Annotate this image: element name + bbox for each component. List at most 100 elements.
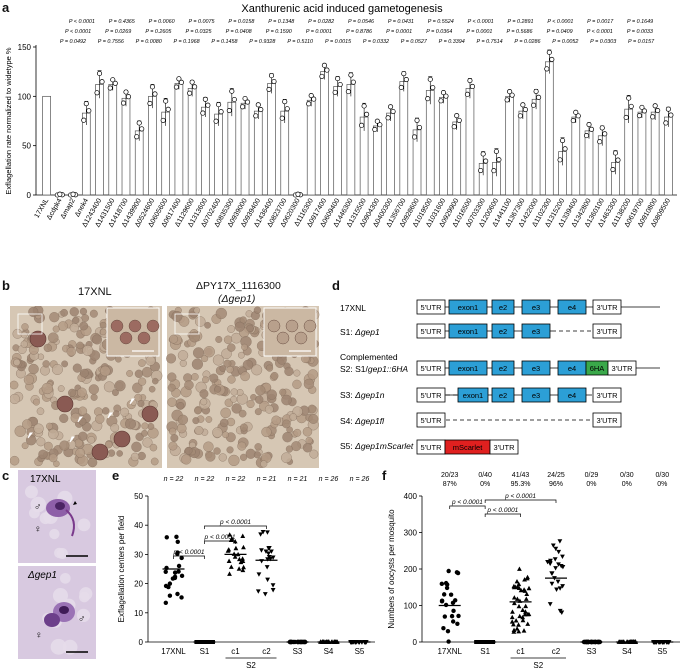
red-blood-cell	[293, 369, 301, 377]
red-blood-cell	[59, 413, 69, 423]
red-blood-cell	[226, 446, 234, 454]
p-value-label: P = 0.1968	[174, 39, 200, 45]
red-blood-cell	[228, 454, 240, 466]
x-tick-label: c1	[516, 647, 525, 656]
red-blood-cell	[176, 423, 187, 434]
arrowhead-marker	[69, 436, 76, 443]
p-value-label: P < 0.0001	[69, 19, 95, 25]
construct-label: 17XNL	[340, 303, 366, 313]
red-blood-cell	[69, 323, 79, 333]
data-point	[556, 562, 561, 567]
data-point	[238, 559, 244, 565]
data-point	[110, 77, 116, 83]
utr-label: 3'UTR	[596, 303, 618, 312]
data-point	[372, 126, 378, 133]
red-blood-cell	[89, 309, 98, 318]
data-point	[446, 639, 451, 644]
p-value-label: P = 0.0158	[228, 19, 254, 25]
data-point	[524, 576, 530, 581]
red-blood-cell	[231, 332, 242, 344]
x-tick-label: S3	[587, 647, 597, 656]
data-point	[511, 629, 517, 634]
red-blood-cell	[72, 363, 82, 373]
data-point	[531, 102, 537, 108]
inset-cell	[267, 319, 281, 333]
infection-count-label: 20/23	[441, 472, 459, 479]
data-point	[258, 532, 264, 537]
y-tick-label: 20	[134, 580, 143, 589]
y-tick-label: 400	[404, 492, 418, 501]
data-point	[152, 91, 158, 97]
p-value-label: P = 0.1649	[627, 19, 653, 25]
red-blood-cell	[28, 306, 39, 318]
female-symbol-icon: ♀	[34, 524, 42, 535]
red-blood-cell	[266, 364, 274, 372]
red-blood-cell	[72, 316, 80, 324]
exon-box	[557, 299, 587, 315]
red-blood-cell	[260, 460, 268, 468]
data-point	[265, 577, 271, 583]
red-blood-cell	[36, 437, 46, 447]
data-point	[227, 532, 233, 537]
p-value-label: P = 0.0017	[587, 19, 614, 25]
data-point	[586, 122, 592, 128]
y-tick-label: 0	[27, 191, 32, 200]
data-point	[337, 81, 343, 88]
p-value-label: P = 0.0286	[514, 39, 540, 45]
flagellum	[65, 509, 75, 537]
red-blood-cell	[205, 416, 213, 423]
y-tick-label: 200	[404, 565, 418, 574]
red-blood-cell	[132, 382, 143, 393]
data-point	[57, 191, 63, 197]
red-blood-cell	[43, 441, 53, 451]
data-point	[454, 570, 460, 575]
red-blood-cell	[213, 447, 221, 455]
n-label: n = 26	[350, 476, 370, 483]
red-blood-cell	[203, 346, 215, 358]
x-tick-label: S1	[480, 647, 490, 656]
data-point	[175, 550, 180, 555]
p-value-label: P = 0.5524	[428, 19, 454, 25]
data-point	[536, 94, 542, 100]
exon-box	[448, 323, 488, 339]
group-label: S2	[246, 661, 256, 670]
red-blood-cell	[41, 382, 53, 395]
red-blood-cell	[38, 449, 48, 459]
red-blood-cell	[266, 389, 277, 400]
bar	[545, 61, 554, 196]
red-blood-cell	[204, 321, 211, 329]
exflagellation-center	[91, 443, 109, 461]
data-point	[270, 583, 276, 588]
red-blood-cell	[231, 403, 242, 414]
red-blood-cell	[149, 443, 158, 452]
micrograph-mutant	[166, 306, 320, 468]
inset-cell	[146, 319, 160, 333]
utr-label: 3'UTR	[596, 327, 618, 336]
p-value-label: p < 0.0001	[486, 507, 518, 514]
data-point	[455, 621, 460, 627]
data-point	[469, 83, 475, 90]
data-point	[507, 89, 513, 95]
data-point	[321, 62, 327, 68]
data-point	[166, 584, 171, 590]
red-blood-cell	[22, 419, 33, 430]
data-point	[255, 102, 261, 108]
red-blood-cell	[116, 450, 123, 457]
data-point	[266, 554, 272, 560]
p-value-label: P = 0.9328	[249, 39, 275, 45]
x-tick-label: c2	[552, 647, 561, 656]
red-blood-cell	[230, 388, 238, 396]
data-point	[403, 77, 409, 83]
data-point	[516, 603, 522, 609]
data-point	[319, 73, 325, 79]
data-point	[284, 106, 290, 112]
data-point	[663, 120, 669, 126]
data-point	[232, 554, 238, 559]
bar	[121, 97, 131, 196]
red-blood-cell	[69, 307, 79, 317]
y-tick-label: 0	[413, 638, 418, 647]
significance-bracket	[484, 513, 521, 517]
data-point	[509, 614, 515, 620]
data-point	[225, 548, 231, 553]
data-point	[308, 92, 314, 99]
